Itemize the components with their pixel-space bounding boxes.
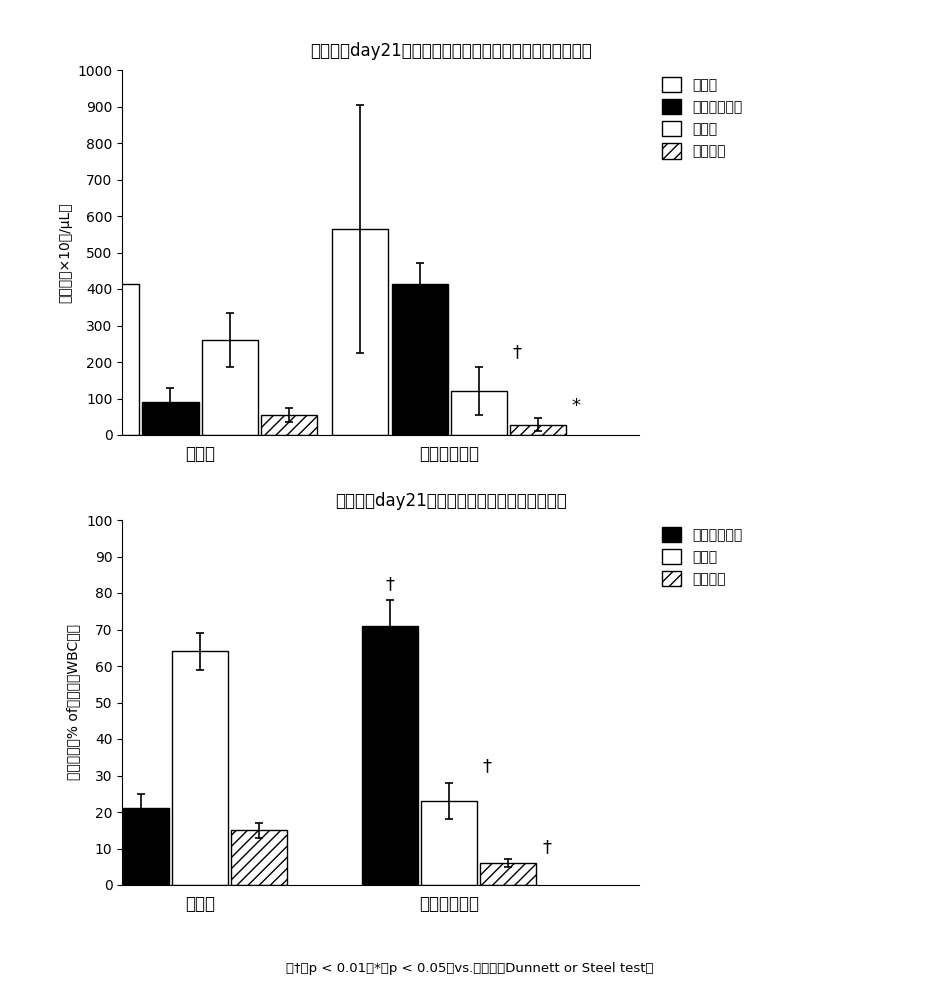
Bar	[231, 830, 288, 885]
Text: †: †	[385, 575, 395, 593]
Bar	[510, 425, 566, 435]
Legend: 白血球, 嗜中性粒细胞, 淋巴球, 单核细胞: 白血球, 嗜中性粒细胞, 淋巴球, 单核细胞	[662, 77, 743, 159]
Bar	[201, 340, 258, 435]
Bar	[392, 284, 447, 435]
Text: †: †	[483, 758, 492, 776]
Bar	[451, 391, 507, 435]
Text: 解剖时（day21）的血液中的白血球、及白血球组分的数量: 解剖时（day21）的血液中的白血球、及白血球组分的数量	[310, 42, 592, 60]
Text: （†：p < 0.01，*：p < 0.05，vs.对比组，Dunnett or Steel test）: （†：p < 0.01，*：p < 0.05，vs.对比组，Dunnett or…	[287, 962, 653, 975]
Text: †: †	[542, 838, 551, 856]
Legend: 嗜中性粒细胞, 淋巴球, 单核细胞: 嗜中性粒细胞, 淋巴球, 单核细胞	[662, 527, 743, 586]
Y-axis label: 细胞比例（% of白血球（WBC））: 细胞比例（% of白血球（WBC））	[67, 624, 81, 780]
Bar	[143, 402, 198, 435]
Bar	[480, 863, 537, 885]
Bar	[113, 808, 169, 885]
Bar	[421, 801, 478, 885]
Bar	[260, 415, 317, 435]
Text: 解剖时（day21）的血液中的白血球组分的比例: 解剖时（day21）的血液中的白血球组分的比例	[336, 492, 567, 510]
Text: *: *	[572, 397, 581, 415]
Bar	[84, 284, 139, 435]
Y-axis label: 细胞数（×10个/μL）: 细胞数（×10个/μL）	[57, 202, 71, 303]
Bar	[362, 626, 418, 885]
Bar	[172, 651, 228, 885]
Text: †: †	[512, 343, 522, 361]
Bar	[333, 229, 388, 435]
